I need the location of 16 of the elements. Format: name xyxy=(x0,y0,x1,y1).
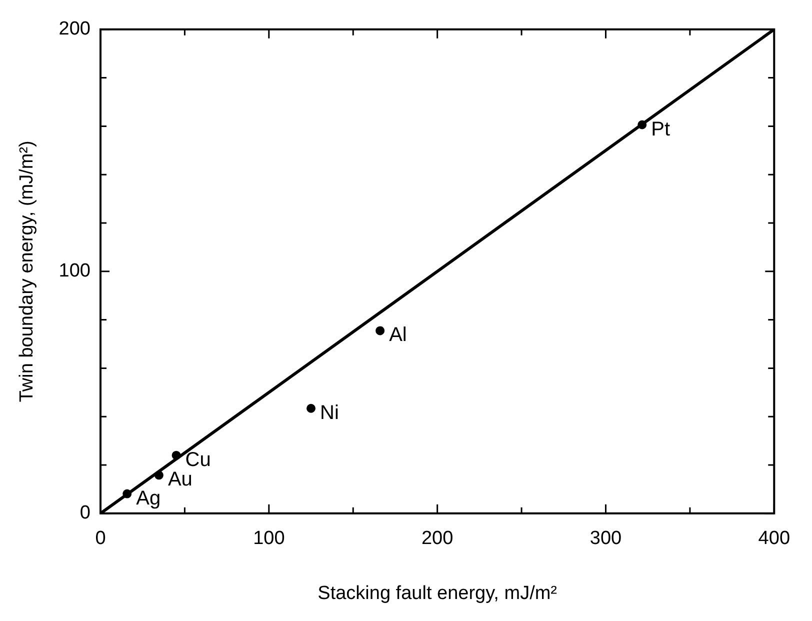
annotation: Al xyxy=(389,324,407,346)
y-tick-label: 200 xyxy=(58,18,90,40)
x-tick-label: 300 xyxy=(590,528,622,550)
x-axis-title: Stacking fault energy, mJ/m² xyxy=(318,582,558,604)
annotation: Pt xyxy=(651,118,670,140)
x-tick-label: 200 xyxy=(421,528,454,550)
annotation: Au xyxy=(168,468,192,491)
x-tick-label: 400 xyxy=(758,528,790,550)
annotation: Ag xyxy=(136,487,161,510)
x-tick-label: 100 xyxy=(253,528,285,550)
annotation: Cu xyxy=(185,448,211,471)
y-tick-label: 100 xyxy=(58,260,90,282)
y-tick-label: 0 xyxy=(80,502,90,524)
x-tick-label: 0 xyxy=(95,528,106,550)
y-axis-title: Twin boundary energy, (mJ/m²) xyxy=(16,140,38,402)
annotation: Ni xyxy=(320,402,339,424)
